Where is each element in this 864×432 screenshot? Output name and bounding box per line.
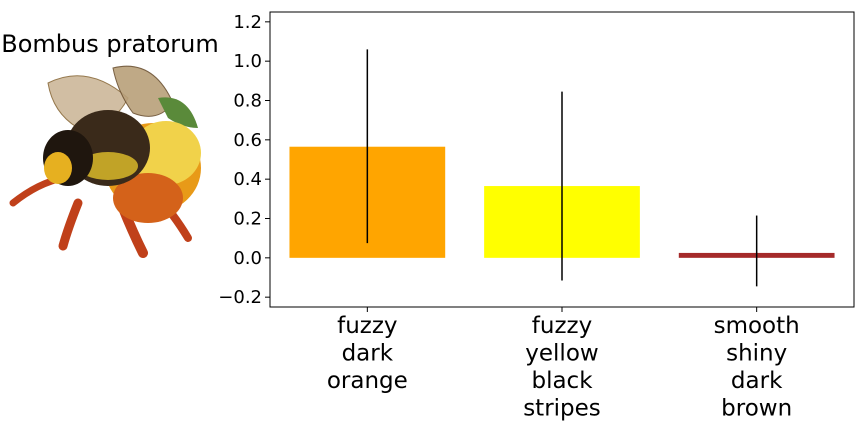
leaf — [158, 97, 198, 128]
error-bars — [366, 49, 758, 287]
x-axis-ticks: fuzzydarkorangefuzzyyellowblackstripessm… — [327, 307, 800, 422]
x-tick-label: smooth — [714, 313, 800, 339]
y-tick-label: 1.2 — [233, 12, 262, 33]
bee-abdomen-band — [131, 121, 201, 185]
x-tick-label: dark — [342, 341, 394, 367]
x-tick-label: yellow — [525, 341, 598, 367]
y-tick-label: 0.8 — [233, 91, 262, 112]
x-tick-label: fuzzy — [532, 313, 592, 339]
bumblebee-image — [9, 65, 201, 258]
bee-leg — [58, 198, 83, 251]
bee-panel: Bombus pratorum — [0, 0, 240, 432]
y-tick-label: 0.4 — [233, 169, 262, 190]
y-tick-label: 0.2 — [233, 209, 262, 230]
bee-wing — [112, 65, 174, 117]
bee-thorax-band — [78, 152, 138, 180]
x-tick-label: orange — [327, 368, 408, 394]
y-tick-label: −0.2 — [218, 287, 262, 308]
bee-abdomen-tip — [113, 173, 183, 223]
x-tick-label: brown — [721, 396, 792, 422]
y-tick-label: 0.0 — [233, 248, 262, 269]
x-tick-label: fuzzy — [337, 313, 397, 339]
bee-face — [44, 152, 72, 184]
y-tick-label: 1.0 — [233, 51, 262, 72]
x-tick-label: shiny — [726, 341, 787, 367]
x-tick-label: black — [531, 368, 593, 394]
y-axis-ticks: −0.2 0.0 0.2 0.4 0.6 0.8 1.0 1.2 — [218, 12, 270, 308]
x-tick-label: dark — [731, 368, 783, 394]
x-tick-label: stripes — [523, 396, 601, 422]
bee-title: Bombus pratorum — [1, 30, 219, 58]
y-tick-label: 0.6 — [233, 130, 262, 151]
